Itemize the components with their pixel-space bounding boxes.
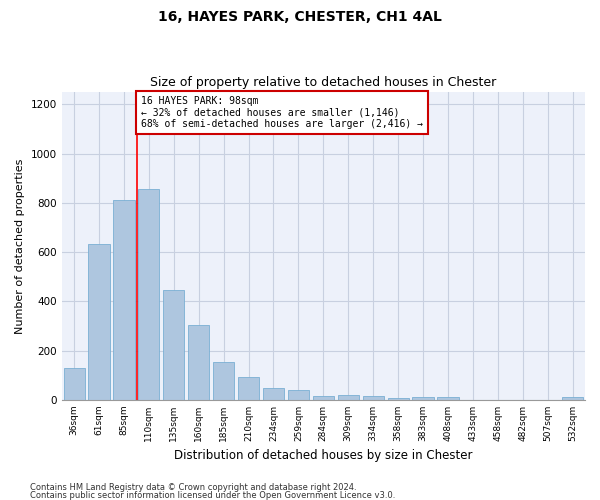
Bar (138, 190, 160, 400)
Bar (213, 362, 234, 400)
Title: Size of property relative to detached houses in Chester: Size of property relative to detached ho… (150, 76, 496, 90)
Text: 16, HAYES PARK, CHESTER, CH1 4AL: 16, HAYES PARK, CHESTER, CH1 4AL (158, 10, 442, 24)
Bar (362, 396, 384, 400)
Bar (313, 396, 334, 400)
Bar (562, 398, 583, 400)
Bar (163, 290, 184, 400)
Bar (238, 376, 259, 400)
Bar (113, 200, 134, 400)
Bar (64, 368, 85, 400)
Bar (388, 398, 409, 400)
Bar (263, 388, 284, 400)
Bar (338, 395, 359, 400)
Bar (288, 390, 309, 400)
Bar (437, 398, 458, 400)
Bar (412, 398, 434, 400)
Bar (188, 325, 209, 400)
Text: 16 HAYES PARK: 98sqm
← 32% of detached houses are smaller (1,146)
68% of semi-de: 16 HAYES PARK: 98sqm ← 32% of detached h… (140, 96, 422, 129)
X-axis label: Distribution of detached houses by size in Chester: Distribution of detached houses by size … (174, 450, 473, 462)
Text: Contains HM Land Registry data © Crown copyright and database right 2024.: Contains HM Land Registry data © Crown c… (30, 484, 356, 492)
Bar (88, 244, 110, 400)
Text: Contains public sector information licensed under the Open Government Licence v3: Contains public sector information licen… (30, 491, 395, 500)
Y-axis label: Number of detached properties: Number of detached properties (15, 158, 25, 334)
